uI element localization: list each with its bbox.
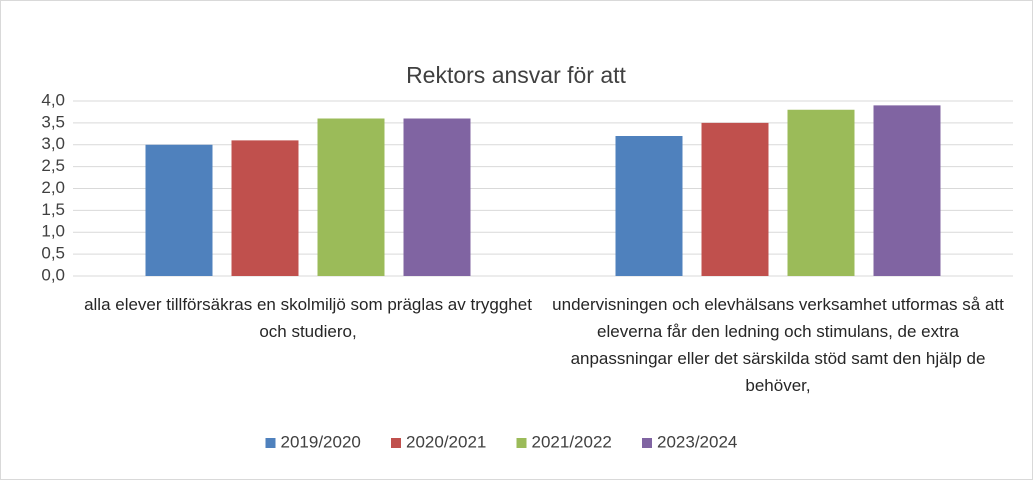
y-tick-label: 1,0: [41, 222, 65, 241]
bar: [615, 136, 683, 276]
y-tick-label: 0,5: [41, 244, 65, 263]
y-tick-label: 3,5: [41, 112, 65, 131]
bar: [231, 140, 299, 276]
legend-swatch: [516, 438, 527, 448]
bar: [317, 118, 385, 276]
x-tick-label: undervisningen och elevhälsans verksamhe…: [552, 295, 1004, 395]
legend-swatch: [265, 438, 276, 448]
y-tick-label: 2,0: [41, 178, 65, 197]
legend-swatch: [391, 438, 401, 448]
y-tick-label: 0,0: [41, 265, 65, 284]
bar: [403, 118, 471, 276]
x-tick-label: alla elever tillförsäkras en skolmiljö s…: [84, 295, 532, 341]
legend-label: 2019/2020: [281, 432, 361, 451]
bar: [873, 105, 941, 276]
y-tick-label: 4,0: [41, 90, 65, 109]
bar: [787, 109, 855, 276]
bar: [145, 144, 213, 276]
chart-title: Rektors ansvar för att: [406, 62, 626, 88]
legend-label: 2020/2021: [406, 432, 486, 451]
legend-swatch: [642, 438, 652, 448]
bar: [701, 122, 769, 276]
y-tick-label: 2,5: [41, 156, 65, 175]
legend-label: 2021/2022: [532, 432, 612, 451]
y-tick-label: 3,0: [41, 134, 65, 153]
legend-label: 2023/2024: [657, 432, 737, 451]
y-tick-label: 1,5: [41, 200, 65, 219]
